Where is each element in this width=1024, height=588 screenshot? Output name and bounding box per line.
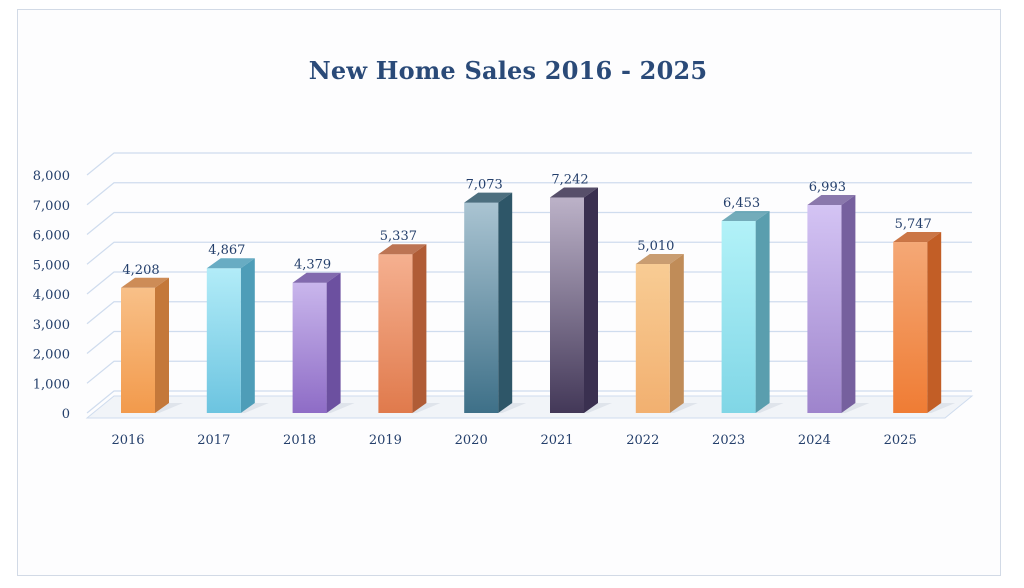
bar [807, 204, 842, 413]
x-tick-label: 2019 [369, 433, 402, 448]
bar-top [464, 192, 513, 203]
bar [292, 282, 327, 413]
bar-side [412, 244, 427, 413]
bar-side [755, 211, 770, 413]
bar [635, 263, 670, 413]
gridline [86, 211, 972, 235]
gridline [86, 152, 972, 176]
bar-top [807, 194, 856, 205]
bar [378, 254, 413, 413]
x-tick-label: 2021 [540, 433, 573, 448]
data-label: 6,993 [809, 180, 846, 195]
bars [121, 187, 956, 413]
x-axis: 2016 2017 2018 2019 2020 2021 2022 2023 2024 2025 [111, 433, 916, 448]
data-label: 5,747 [895, 217, 932, 232]
bar-top [635, 253, 684, 264]
bar [206, 268, 241, 413]
bar-top [378, 244, 427, 255]
data-label: 6,453 [723, 196, 760, 211]
gridline [86, 390, 972, 414]
bar-side [155, 277, 169, 413]
gridline [86, 271, 972, 295]
bar [550, 197, 584, 413]
bar-side [240, 258, 255, 413]
bar-side [584, 187, 598, 413]
bar-side [326, 272, 341, 413]
x-tick-label: 2018 [283, 433, 316, 448]
y-tick-label: 8,000 [33, 169, 70, 184]
x-tick-label: 2016 [111, 433, 144, 448]
y-tick-label: 3,000 [33, 318, 70, 333]
x-tick-label: 2025 [884, 433, 917, 448]
x-tick-label: 2023 [712, 433, 745, 448]
bar-side [669, 253, 684, 413]
gridline [86, 360, 972, 384]
x-tick-label: 2024 [798, 433, 831, 448]
chart-title: New Home Sales 2016 - 2025 [308, 56, 708, 85]
bar [121, 287, 155, 413]
y-tick-label: 7,000 [33, 199, 70, 214]
data-label: 4,208 [122, 263, 159, 278]
data-label: 4,379 [294, 258, 331, 273]
y-axis: 0 1,000 2,000 3,000 4,000 5,000 6,000 7,000 8,00… [33, 169, 70, 422]
x-tick-label: 2017 [197, 433, 230, 448]
y-tick-label: 6,000 [33, 229, 70, 244]
gridline [86, 182, 972, 206]
x-tick-label: 2020 [455, 433, 488, 448]
bar-side [841, 194, 856, 413]
y-tick-label: 2,000 [33, 348, 70, 363]
data-label: 4,867 [208, 243, 245, 258]
bar [721, 221, 756, 413]
gridline [86, 301, 972, 325]
data-label: 5,337 [380, 229, 417, 244]
data-label: 7,242 [551, 173, 588, 188]
bar [464, 202, 499, 413]
bar-top [206, 258, 255, 269]
y-tick-label: 4,000 [33, 288, 70, 303]
bar-side [498, 192, 513, 413]
gridline [86, 330, 972, 354]
bar-top [121, 277, 169, 288]
data-labels: 4,208 4,867 4,379 5,337 7,073 7,242 5,010 6,453… [122, 173, 931, 278]
gridline [86, 241, 972, 265]
bar [893, 242, 928, 413]
bar-side [927, 232, 942, 413]
bar-top [893, 232, 942, 243]
y-tick-label: 1,000 [33, 377, 70, 392]
data-label: 7,073 [466, 178, 503, 193]
x-tick-label: 2022 [626, 433, 659, 448]
bar-top [292, 272, 341, 283]
y-tick-label: 0 [62, 407, 70, 422]
gridlines [86, 152, 972, 414]
y-tick-label: 5,000 [33, 258, 70, 273]
bar-top [721, 211, 770, 222]
data-label: 5,010 [637, 239, 674, 254]
bar-top [550, 187, 598, 198]
